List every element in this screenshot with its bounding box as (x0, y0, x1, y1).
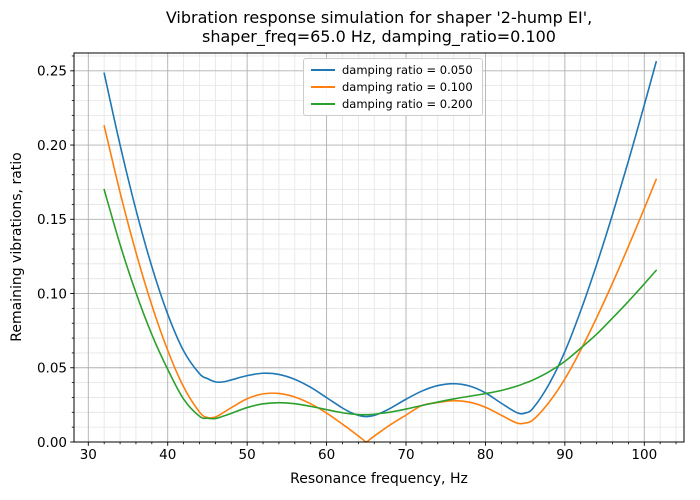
y-tick-label: 0.25 (37, 64, 67, 80)
y-axis-label: Remaining vibrations, ratio (9, 152, 25, 342)
x-tick-label: 60 (318, 447, 335, 463)
x-tick-label: 40 (159, 447, 176, 463)
legend-label: damping ratio = 0.100 (342, 80, 473, 94)
axes-spines (73, 52, 685, 443)
legend-entry-damping-005: damping ratio = 0.050 (311, 63, 473, 77)
legend-line-swatch-green (311, 103, 335, 105)
y-tick-label: 0.10 (37, 286, 67, 302)
legend-label: damping ratio = 0.050 (342, 63, 473, 77)
legend-line-swatch-blue (311, 69, 335, 71)
y-tick-label: 0.20 (37, 138, 67, 154)
x-tick-label: 100 (631, 447, 657, 463)
x-tick-label: 70 (397, 447, 414, 463)
legend-line-swatch-orange (311, 86, 335, 88)
chart-title: Vibration response simulation for shaper… (74, 8, 684, 46)
y-tick-label: 0.00 (37, 435, 67, 451)
chart-title-line2: shaper_freq=65.0 Hz, damping_ratio=0.100 (202, 26, 556, 46)
x-axis-label: Resonance frequency, Hz (290, 471, 468, 487)
legend-entry-damping-010: damping ratio = 0.100 (311, 80, 473, 94)
legend: damping ratio = 0.050 damping ratio = 0.… (303, 58, 483, 116)
series-line-0 (103, 60, 657, 418)
x-tick-label: 80 (477, 447, 494, 463)
series-line-2 (103, 188, 657, 420)
series-line-1 (103, 124, 657, 443)
y-tick-label: 0.15 (37, 212, 67, 228)
legend-label: damping ratio = 0.200 (342, 97, 473, 111)
y-tick-label: 0.05 (37, 361, 67, 377)
x-tick-label: 30 (80, 447, 97, 463)
x-tick-label: 90 (556, 447, 573, 463)
x-tick-label: 50 (239, 447, 256, 463)
legend-entry-damping-020: damping ratio = 0.200 (311, 97, 473, 111)
chart-title-line1: Vibration response simulation for shaper… (165, 8, 593, 27)
